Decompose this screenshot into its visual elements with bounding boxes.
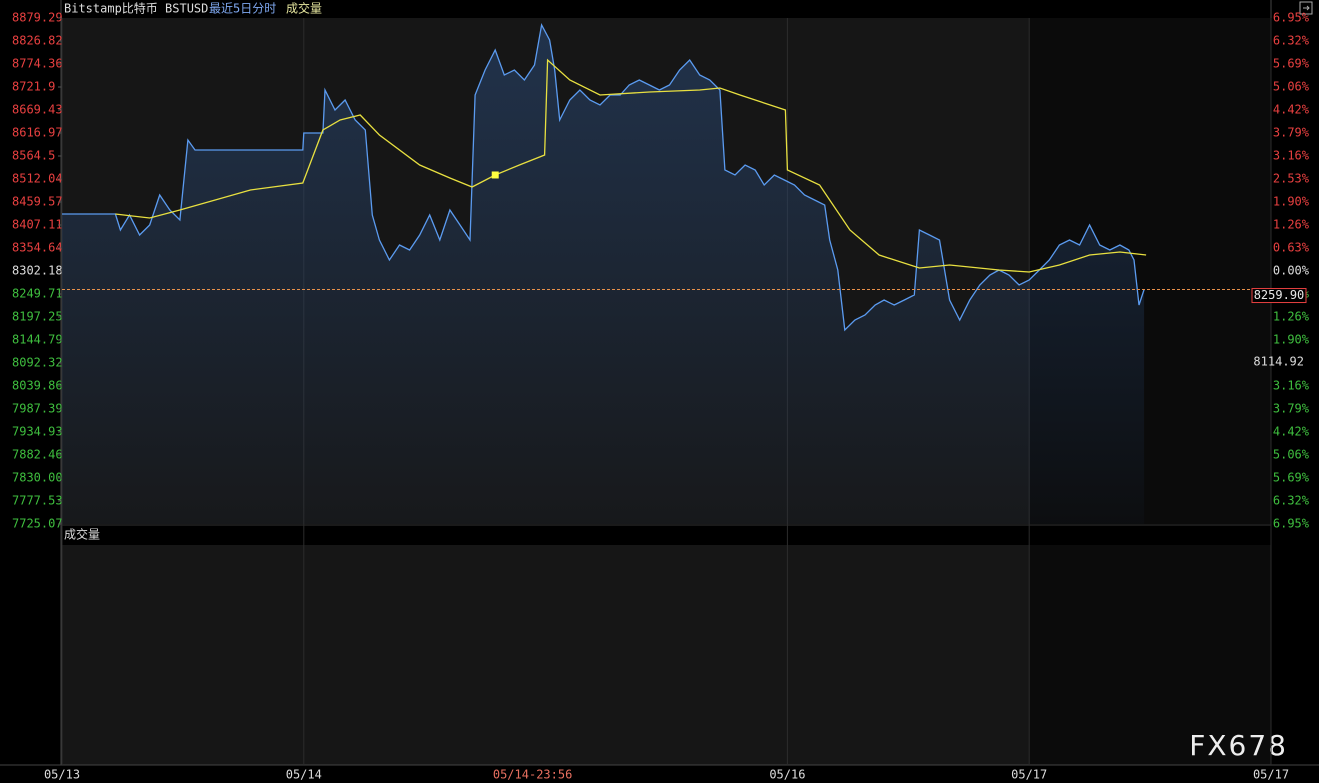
y2-tick-label: 0.63% (1273, 241, 1310, 255)
x-tick-label: 05/13 (44, 768, 80, 782)
chart-title: Bitstamp比特币 BSTUSD (64, 1, 208, 16)
x-tick-label: 05/17 (1011, 768, 1047, 782)
y2-tick-label: 0.00% (1273, 264, 1310, 278)
y2-tick-label: 2.53% (1273, 171, 1310, 185)
watermark: FX678 (1189, 729, 1288, 762)
price-line (62, 23, 1145, 332)
y2-tick-label: 1.90% (1273, 332, 1310, 346)
y-tick-label: 7725.07 (12, 517, 63, 531)
volume-today (1029, 545, 1271, 765)
y-tick-label: 8144.79 (12, 332, 63, 346)
y2-tick-label: 5.69% (1273, 57, 1310, 71)
y-tick-label: 7882.46 (12, 448, 63, 462)
y2-tick-label: 6.32% (1273, 34, 1310, 48)
y-tick-label: 7777.53 (12, 494, 63, 508)
y2-tick-label: 5.06% (1273, 79, 1310, 93)
y-tick-label: 8826.82 (12, 34, 63, 48)
volume-panel-label: 成交量 (64, 527, 100, 542)
y2-tick-label: 1.26% (1273, 310, 1310, 324)
y-tick-label: 8616.97 (12, 125, 63, 139)
x-tick-label: 05/16 (769, 768, 805, 782)
y2-tick-label: 1.90% (1273, 195, 1310, 209)
volume-past (62, 545, 1029, 765)
y2-tick-label: 6.32% (1273, 494, 1310, 508)
y-tick-label: 7934.93 (12, 424, 63, 438)
y-tick-label: 8879.29 (12, 11, 63, 25)
y2-tick-label: 3.16% (1273, 149, 1310, 163)
y-tick-label: 8721.9 (12, 79, 55, 93)
y-tick-label: 8354.64 (12, 241, 63, 255)
cursor-label: 05/14-23:56 (493, 768, 572, 782)
y-tick-label: 7830.00 (12, 470, 63, 484)
y-tick-label: 8459.57 (12, 195, 63, 209)
y2-tick-label: 6.95% (1273, 517, 1310, 531)
y-tick-label: 8302.18 (12, 264, 63, 278)
y-tick-label: 7987.39 (12, 402, 63, 416)
y-tick-label: 8407.11 (12, 217, 63, 231)
y-tick-label: 8669.43 (12, 103, 63, 117)
cursor-point (491, 171, 499, 179)
x-tick-label: 05/14 (286, 768, 322, 782)
y-tick-label: 8774.36 (12, 57, 63, 71)
chart-subtitle: 最近5日分时 (209, 2, 276, 16)
y2-tick-label: 1.26% (1273, 217, 1310, 231)
y-tick-label: 8249.71 (12, 287, 63, 301)
y2-tick-label: 4.42% (1273, 424, 1310, 438)
y2-tick-label: 6.95% (1273, 11, 1310, 25)
low-price-label: 8114.92 (1253, 355, 1304, 369)
y-tick-label: 8039.86 (12, 378, 63, 392)
y2-tick-label: 5.06% (1273, 448, 1310, 462)
y-tick-label: 8197.25 (12, 310, 63, 324)
y2-tick-label: 3.79% (1273, 402, 1310, 416)
average-line (115, 58, 1147, 273)
x-tick-label: 05/17 (1253, 768, 1289, 782)
volume-legend: 成交量 (286, 1, 322, 16)
last-price-box (1251, 288, 1307, 304)
y2-tick-label: 3.16% (1273, 378, 1310, 392)
y2-tick-label: 4.42% (1273, 103, 1310, 117)
y-tick-label: 8512.04 (12, 171, 63, 185)
icon-button[interactable] (1299, 1, 1313, 15)
y2-tick-label: 3.79% (1273, 125, 1310, 139)
last-price-label: 8259.90 (1254, 288, 1305, 302)
icon-arrow (1303, 5, 1310, 11)
y-tick-label: 8564.5 (12, 149, 55, 163)
price-area (62, 25, 1145, 524)
y-tick-label: 8092.32 (12, 356, 63, 370)
y2-tick-label: 5.69% (1273, 470, 1310, 484)
